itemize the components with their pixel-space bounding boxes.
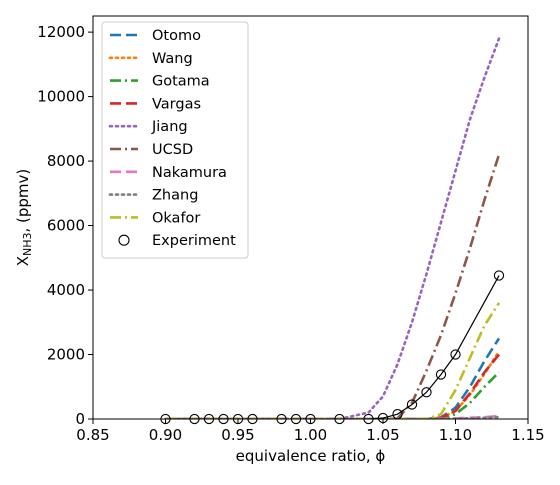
legend-label-zhang: Zhang (152, 188, 198, 204)
y-axis-title: XNH3, (ppmv) (14, 169, 34, 267)
x-tick-label: 1.05 (366, 426, 399, 444)
x-tick-label: 0.95 (221, 426, 254, 444)
x-tick-label: 1.15 (511, 426, 544, 444)
legend-label-vargas: Vargas (152, 96, 201, 112)
y-tick-label: 0 (75, 410, 85, 428)
legend-label-wang: Wang (152, 51, 193, 67)
experiment-point (406, 399, 418, 410)
y-axis-title-unit: , (ppmv) (14, 169, 32, 233)
y-tick-label: 10000 (37, 88, 85, 106)
experiment-point (435, 369, 447, 380)
legend-box (101, 21, 249, 259)
legend-label-jiang: Jiang (151, 119, 188, 135)
y-tick-label: 2000 (47, 346, 85, 364)
legend-label-otomo: Otomo (152, 28, 201, 44)
experiment-point (493, 270, 505, 281)
experiment-fit-line (165, 275, 500, 419)
y-axis-title-symbol: X (14, 256, 32, 266)
y-axis-title-subscript: NH3 (21, 233, 34, 257)
y-tick-label: 6000 (47, 217, 85, 235)
x-tick-label: 0.90 (149, 426, 182, 444)
legend-label-okafor: Okafor (152, 210, 200, 226)
series-line-jiang (164, 37, 501, 419)
legend-swatch-experiment (118, 234, 130, 246)
legend-label-experiment: Experiment (152, 233, 236, 249)
y-tick-label: 4000 (47, 281, 85, 299)
series-line-ucsd (165, 154, 501, 419)
y-tick-label: 12000 (37, 23, 85, 41)
y-tick-label: 8000 (47, 152, 85, 170)
x-tick-label: 1.10 (439, 426, 472, 444)
x-axis-title: equivalence ratio, ϕ (236, 447, 386, 465)
legend-label-nakamura: Nakamura (152, 165, 227, 181)
experiment-point (450, 349, 461, 360)
x-tick-label: 0.85 (76, 426, 109, 444)
legend-label-gotama: Gotama (152, 74, 210, 90)
x-tick-label: 1.00 (294, 426, 327, 444)
data-layer (164, 37, 501, 419)
experiment-point (421, 387, 432, 398)
legend-label-ucsd: UCSD (152, 142, 193, 158)
